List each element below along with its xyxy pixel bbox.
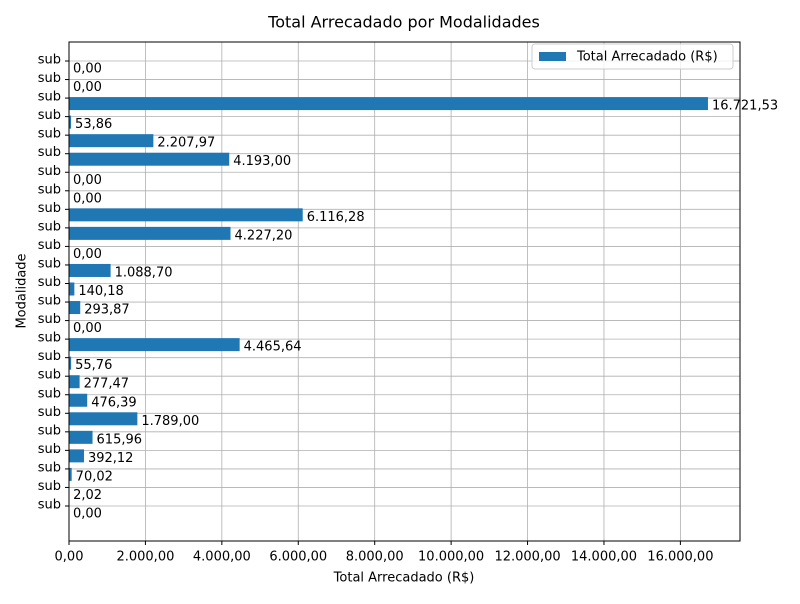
value-label: 70,02 — [76, 469, 113, 484]
y-tick-label: sub — [38, 294, 61, 309]
value-label: 0,00 — [73, 507, 102, 522]
value-label: 6.116,28 — [307, 210, 365, 225]
y-tick-label: sub — [38, 349, 61, 364]
y-axis-label: Modalidade — [15, 253, 30, 328]
value-label: 0,00 — [73, 80, 102, 95]
value-label: 293,87 — [84, 303, 129, 318]
value-label: 53,86 — [75, 117, 112, 132]
y-tick-label: sub — [38, 219, 61, 234]
value-label: 615,96 — [97, 432, 142, 447]
bar — [69, 208, 303, 221]
y-tick-label: sub — [38, 90, 61, 105]
y-tick-label: sub — [38, 201, 61, 216]
y-tick-label: sub — [38, 275, 61, 290]
x-tick-label: 16.000,00 — [647, 550, 713, 565]
value-label: 2,02 — [73, 488, 102, 503]
y-tick-label: sub — [38, 312, 61, 327]
y-tick-label: sub — [38, 127, 61, 142]
value-label: 1.088,70 — [115, 265, 173, 280]
y-tick-label: sub — [38, 442, 61, 457]
y-tick-label: sub — [38, 479, 61, 494]
value-label: 4.193,00 — [233, 154, 291, 169]
x-tick-label: 10.000,00 — [418, 550, 484, 565]
bar — [69, 431, 93, 444]
bar — [69, 338, 240, 351]
x-tick-label: 6.000,00 — [269, 550, 327, 565]
value-label: 0,00 — [73, 62, 102, 77]
x-tick-label: 0,00 — [55, 550, 84, 565]
y-tick-label: sub — [38, 498, 61, 513]
y-tick-label: sub — [38, 423, 61, 438]
x-tick-label: 8.000,00 — [346, 550, 404, 565]
y-tick-label: sub — [38, 53, 61, 68]
bar — [69, 412, 137, 425]
y-tick-label: sub — [38, 238, 61, 253]
y-tick-label: sub — [38, 405, 61, 420]
y-tick-label: sub — [38, 182, 61, 197]
legend-label: Total Arrecadado (R$) — [576, 50, 718, 65]
bar — [69, 264, 111, 277]
bar — [69, 134, 153, 147]
bar — [69, 394, 87, 407]
bar — [69, 153, 229, 166]
value-label: 140,18 — [78, 284, 124, 299]
value-label: 0,00 — [73, 247, 102, 262]
value-label: 277,47 — [84, 377, 129, 392]
value-label: 0,00 — [73, 321, 102, 336]
y-tick-label: sub — [38, 164, 61, 179]
y-tick-label: sub — [38, 256, 61, 271]
y-tick-label: sub — [38, 460, 61, 475]
value-label: 4.465,64 — [244, 340, 302, 355]
value-label: 392,12 — [88, 451, 134, 466]
y-tick-label: sub — [38, 71, 61, 86]
bar — [69, 283, 74, 296]
x-tick-label: 14.000,00 — [571, 550, 637, 565]
x-tick-label: 2.000,00 — [116, 550, 174, 565]
value-label: 0,00 — [73, 173, 102, 188]
y-tick-label: sub — [38, 368, 61, 383]
value-label: 16.721,53 — [712, 99, 778, 114]
y-tick-label: sub — [38, 108, 61, 123]
value-label: 0,00 — [73, 191, 102, 206]
bar — [69, 375, 80, 388]
chart-title: Total Arrecadado por Modalidades — [267, 13, 540, 32]
bar — [69, 449, 84, 462]
value-label: 1.789,00 — [141, 414, 199, 429]
bar — [69, 301, 80, 314]
bar — [69, 97, 708, 110]
value-label: 4.227,20 — [235, 228, 293, 243]
bar — [69, 227, 231, 240]
value-label: 55,76 — [75, 358, 112, 373]
y-tick-label: sub — [38, 145, 61, 160]
value-label: 2.207,97 — [157, 136, 215, 151]
y-tick-label: sub — [38, 386, 61, 401]
y-tick-label: sub — [38, 331, 61, 346]
x-tick-label: 12.000,00 — [494, 550, 560, 565]
legend-swatch — [539, 52, 566, 61]
x-axis-label: Total Arrecadado (R$) — [333, 571, 475, 586]
x-tick-label: 4.000,00 — [193, 550, 251, 565]
value-label: 476,39 — [91, 395, 136, 410]
